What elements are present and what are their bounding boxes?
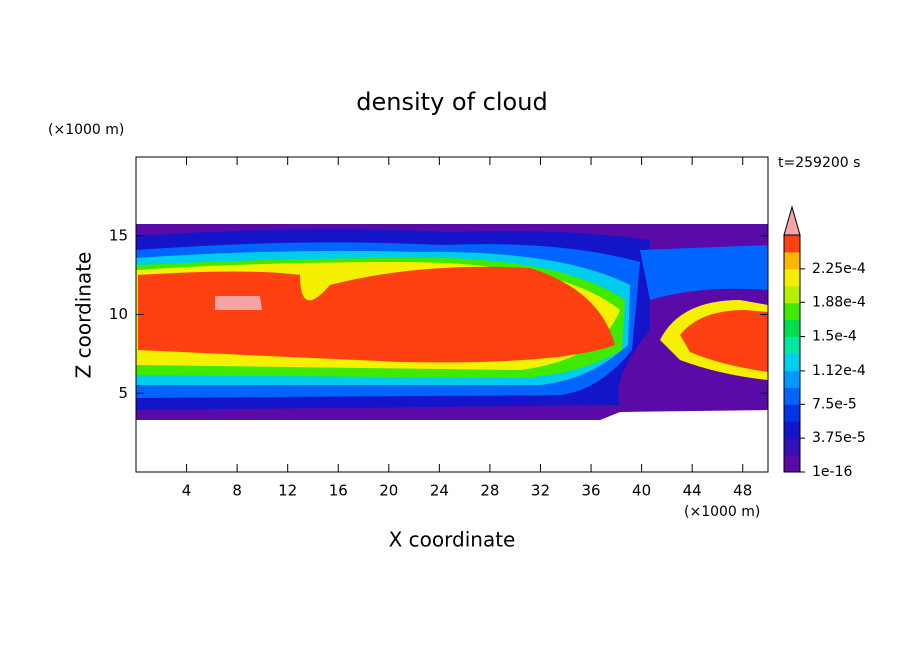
x-tick-label: 36 <box>581 482 600 500</box>
colorbar-tick-label: 3.75e-5 <box>812 430 866 446</box>
colorbar-band <box>784 438 800 456</box>
colorbar-band <box>784 319 800 338</box>
x-tick-label: 16 <box>329 482 348 500</box>
colorbar-band <box>784 387 800 405</box>
x-axis-label: X coordinate <box>389 528 516 552</box>
colorbar-tick-label: 1.88e-4 <box>812 294 866 310</box>
x-tick-label: 20 <box>379 482 398 500</box>
y-tick-label: 10 <box>109 305 128 323</box>
colorbar-extend <box>783 205 801 236</box>
x-tick-label: 32 <box>531 482 550 500</box>
x-tick-label: 4 <box>182 482 192 500</box>
colorbar-tick-label: 7.5e-5 <box>812 396 857 412</box>
y-tick-label: 15 <box>109 226 128 244</box>
colorbar-band <box>784 421 800 439</box>
colorbar-tick-label: 1e-16 <box>812 464 852 480</box>
colorbar-band <box>784 268 800 287</box>
colorbar-tick-label: 1.5e-4 <box>812 329 857 345</box>
x-tick-label: 44 <box>683 482 702 500</box>
colorbar-band <box>784 285 800 304</box>
time-annotation: t=259200 s <box>778 155 860 171</box>
colorbar-band <box>784 370 800 388</box>
colorbar-tick-label: 2.25e-4 <box>812 261 866 277</box>
colorbar-tick-label: 1.12e-4 <box>812 363 866 379</box>
contour-field <box>136 224 768 420</box>
colorbar-band <box>784 235 800 253</box>
colorbar-band <box>784 353 800 371</box>
chart-title: density of cloud <box>356 88 547 116</box>
x-tick-label: 24 <box>430 482 449 500</box>
x-tick-label: 8 <box>232 482 242 500</box>
y-unit: (×1000 m) <box>48 122 124 138</box>
x-tick-label: 28 <box>480 482 499 500</box>
y-axis-label: Z coordinate <box>72 252 96 379</box>
colorbar-band <box>784 336 800 354</box>
colorbar-band <box>784 251 800 270</box>
y-tick-label: 5 <box>118 384 128 402</box>
colorbar-band <box>784 404 800 422</box>
colorbar-band <box>784 302 800 321</box>
x-tick-label: 48 <box>733 482 752 500</box>
colorbar-frame <box>783 234 801 473</box>
x-tick-label: 12 <box>278 482 297 500</box>
x-unit: (×1000 m) <box>684 504 760 520</box>
colorbar-band <box>784 455 800 473</box>
x-tick-label: 40 <box>632 482 651 500</box>
